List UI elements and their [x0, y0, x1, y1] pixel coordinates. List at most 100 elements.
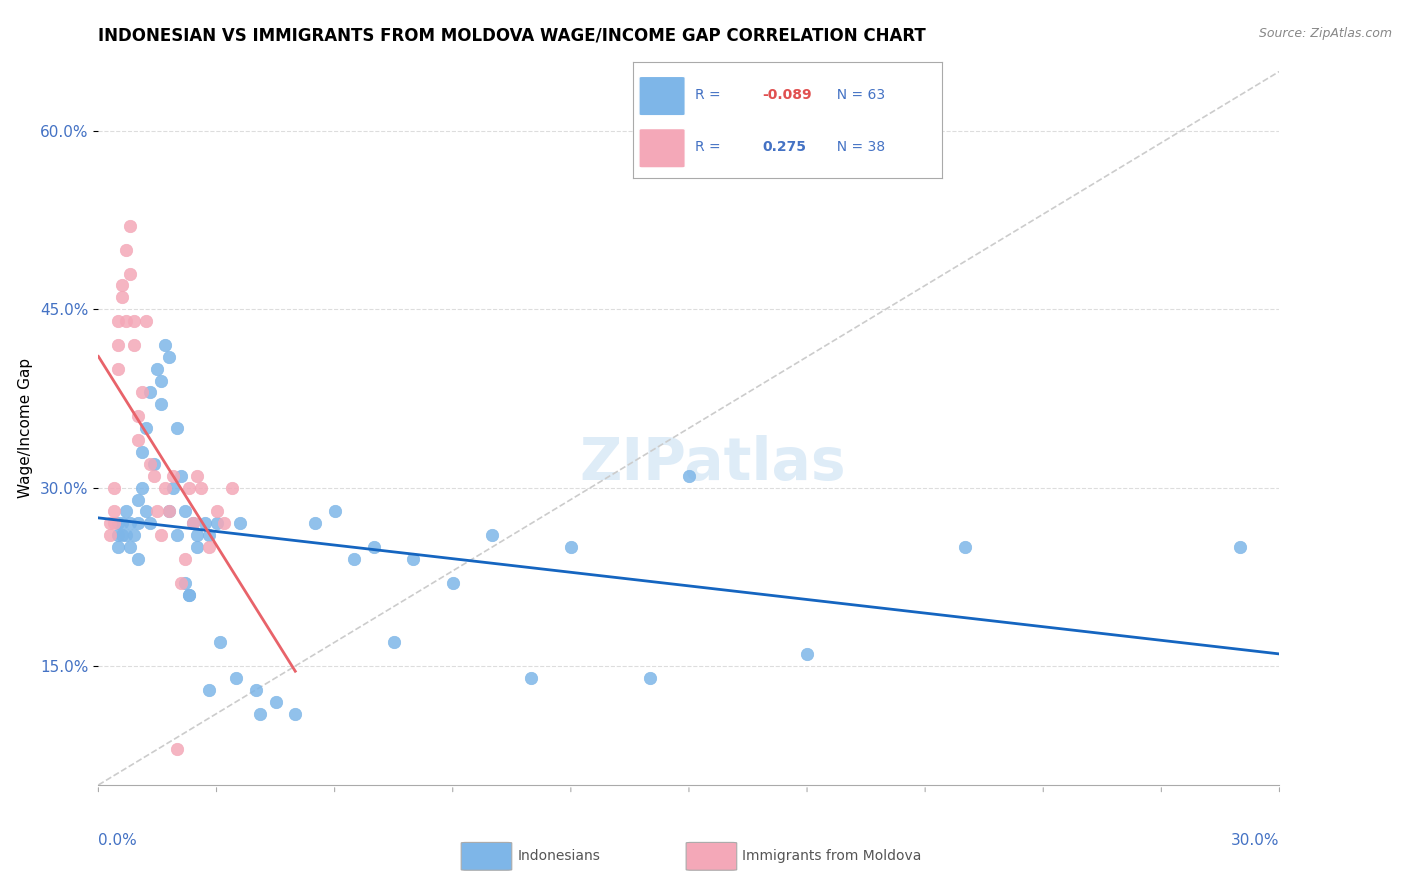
- Point: [150, 397, 173, 411]
- Point: [127, 492, 149, 507]
- Point: [245, 682, 267, 697]
- Point: [135, 421, 157, 435]
- Point: [1229, 540, 1251, 554]
- Point: [142, 468, 165, 483]
- Point: [127, 516, 149, 531]
- Point: [481, 528, 503, 542]
- Point: [796, 647, 818, 661]
- Point: [249, 706, 271, 721]
- Text: N = 63: N = 63: [828, 88, 884, 102]
- Point: [118, 516, 141, 531]
- Point: [170, 575, 193, 590]
- Point: [107, 540, 129, 554]
- Point: [138, 385, 160, 400]
- Point: [181, 516, 204, 531]
- Point: [205, 516, 228, 531]
- Point: [162, 468, 184, 483]
- Point: [170, 468, 193, 483]
- Point: [209, 635, 232, 649]
- Point: [194, 516, 217, 531]
- Text: R =: R =: [695, 88, 724, 102]
- Point: [174, 575, 197, 590]
- FancyBboxPatch shape: [686, 842, 737, 871]
- Point: [678, 468, 700, 483]
- Point: [205, 504, 228, 518]
- Y-axis label: Wage/Income Gap: Wage/Income Gap: [18, 358, 34, 499]
- Point: [225, 671, 247, 685]
- Point: [157, 504, 180, 518]
- FancyBboxPatch shape: [638, 77, 685, 116]
- Point: [402, 552, 425, 566]
- Point: [111, 290, 134, 304]
- Point: [197, 528, 219, 542]
- Point: [127, 433, 149, 447]
- Point: [111, 278, 134, 293]
- Point: [174, 552, 197, 566]
- Point: [560, 540, 582, 554]
- Point: [190, 481, 212, 495]
- Point: [264, 695, 287, 709]
- Point: [953, 540, 976, 554]
- Point: [111, 528, 134, 542]
- Point: [181, 516, 204, 531]
- Point: [174, 504, 197, 518]
- Point: [197, 682, 219, 697]
- Point: [284, 706, 307, 721]
- Point: [138, 457, 160, 471]
- Text: Indonesians: Indonesians: [517, 849, 600, 863]
- Text: ZIPatlas: ZIPatlas: [579, 435, 846, 492]
- Text: INDONESIAN VS IMMIGRANTS FROM MOLDOVA WAGE/INCOME GAP CORRELATION CHART: INDONESIAN VS IMMIGRANTS FROM MOLDOVA WA…: [98, 27, 927, 45]
- Point: [157, 504, 180, 518]
- Point: [122, 528, 145, 542]
- Point: [221, 481, 243, 495]
- Point: [107, 361, 129, 376]
- Point: [146, 504, 169, 518]
- Point: [107, 528, 129, 542]
- Point: [122, 338, 145, 352]
- Point: [162, 481, 184, 495]
- Point: [115, 528, 138, 542]
- Point: [186, 540, 208, 554]
- Point: [186, 468, 208, 483]
- Point: [520, 671, 543, 685]
- Point: [146, 361, 169, 376]
- Point: [103, 504, 125, 518]
- Point: [103, 516, 125, 531]
- Point: [166, 528, 188, 542]
- Point: [166, 421, 188, 435]
- Point: [638, 671, 661, 685]
- Point: [343, 552, 366, 566]
- FancyBboxPatch shape: [638, 128, 685, 168]
- Text: Immigrants from Moldova: Immigrants from Moldova: [742, 849, 922, 863]
- Point: [111, 516, 134, 531]
- Point: [115, 243, 138, 257]
- Point: [115, 504, 138, 518]
- Point: [177, 588, 200, 602]
- Point: [131, 445, 153, 459]
- Point: [115, 314, 138, 328]
- Text: N = 38: N = 38: [828, 140, 884, 154]
- Point: [214, 516, 236, 531]
- Point: [323, 504, 346, 518]
- Point: [142, 457, 165, 471]
- Text: 0.275: 0.275: [762, 140, 807, 154]
- Point: [150, 374, 173, 388]
- Point: [131, 481, 153, 495]
- Point: [127, 552, 149, 566]
- Point: [177, 588, 200, 602]
- Point: [135, 504, 157, 518]
- Point: [382, 635, 405, 649]
- Point: [363, 540, 385, 554]
- Point: [166, 742, 188, 756]
- Point: [157, 350, 180, 364]
- Text: R =: R =: [695, 140, 724, 154]
- Point: [197, 540, 219, 554]
- Point: [186, 528, 208, 542]
- Point: [103, 481, 125, 495]
- Point: [155, 481, 177, 495]
- Point: [138, 516, 160, 531]
- Point: [107, 314, 129, 328]
- Point: [98, 528, 121, 542]
- Text: Source: ZipAtlas.com: Source: ZipAtlas.com: [1258, 27, 1392, 40]
- Point: [122, 314, 145, 328]
